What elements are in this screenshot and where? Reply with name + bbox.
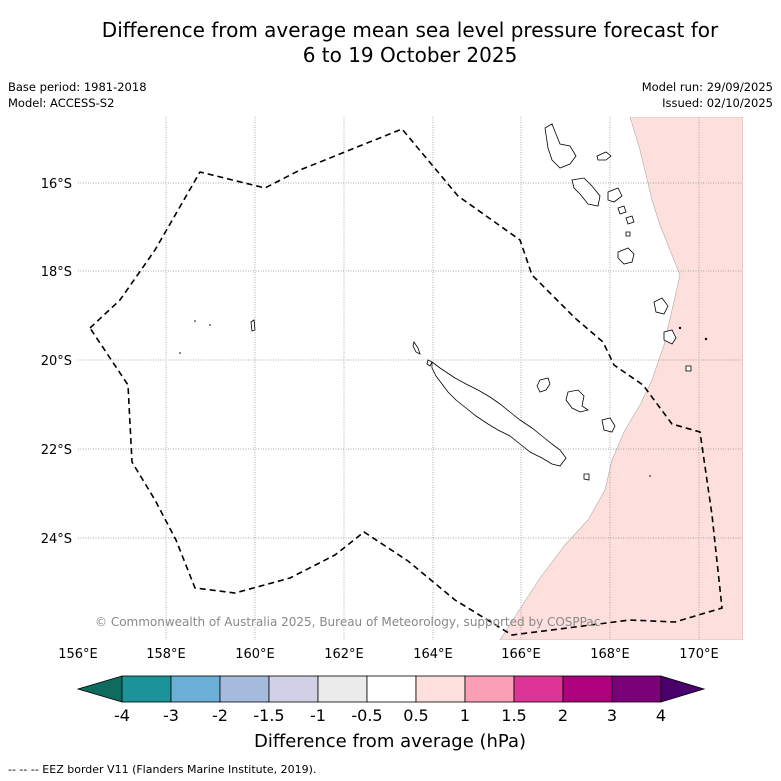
lon-label: 166°E (501, 647, 541, 662)
colorbar-swatch (513, 675, 564, 703)
lat-labels: 16°S 18°S 20°S 22°S 24°S (41, 177, 72, 547)
colorbar-tick-label: 3 (607, 706, 617, 725)
eez-border (88, 128, 723, 636)
isle-of-pines (583, 473, 590, 481)
colorbar-extend-high (660, 675, 706, 703)
lifou-island (565, 389, 589, 413)
malakula-island (571, 177, 601, 207)
issued-date: Issued: 02/10/2025 (662, 96, 773, 110)
title-line-1: Difference from average mean sea level p… (101, 18, 719, 42)
colorbar-swatch (317, 675, 368, 703)
lon-label: 164°E (413, 647, 453, 662)
copyright-notice: © Commonwealth of Australia 2025, Bureau… (95, 615, 600, 629)
title-line-2: 6 to 19 October 2025 (302, 43, 518, 67)
epi-island (617, 205, 627, 215)
chart-title: Difference from average mean sea level p… (60, 18, 760, 68)
colorbar-tick-label: 1 (460, 706, 470, 725)
colorbar-tick-label: -3 (163, 706, 179, 725)
gridlines (78, 117, 743, 640)
colorbar-swatch (170, 675, 221, 703)
islet-dot (678, 326, 682, 330)
colorbar-tick-label: -1 (310, 706, 326, 725)
colorbar-tick-label: 1.5 (501, 706, 526, 725)
lon-labels: 156°E 158°E 160°E 162°E 164°E 166°E 168°… (58, 647, 719, 662)
lon-label: 170°E (679, 647, 719, 662)
colorbar-swatch (121, 675, 172, 703)
ambrym-island (607, 187, 623, 203)
maewo-island (596, 151, 612, 161)
islet-dot (649, 475, 651, 477)
colorbar-tick-label: -0.5 (351, 706, 382, 725)
positive-anomaly-region (499, 117, 743, 640)
lat-label: 20°S (41, 354, 72, 369)
erromango-island (653, 297, 669, 315)
islet-dot (209, 324, 211, 326)
lon-label: 156°E (58, 647, 98, 662)
colorbar-extend-low (76, 675, 123, 703)
colorbar-tick-label: -1.5 (253, 706, 284, 725)
colorbar-swatch (268, 675, 319, 703)
model-name: Model: ACCESS-S2 (8, 96, 115, 110)
colorbar-label: Difference from average (hPa) (254, 731, 526, 752)
meta-left: Base period: 1981-2018 Model: ACCESS-S2 (8, 79, 147, 111)
lon-label: 160°E (235, 647, 275, 662)
islet-dot (704, 337, 708, 341)
shepherd-islands (625, 215, 635, 225)
colorbar-swatch (562, 675, 613, 703)
colorbar-swatch (219, 675, 270, 703)
colorbar-swatch (611, 675, 662, 703)
colorbar-tick-label: -2 (212, 706, 228, 725)
model-run: Model run: 29/09/2025 (641, 80, 773, 94)
belep-islands (412, 341, 421, 355)
colorbar-tick-label: 0.5 (403, 706, 428, 725)
lat-label: 16°S (41, 177, 72, 192)
small-vanuatu-islet (625, 231, 631, 237)
colorbar-swatch (464, 675, 515, 703)
chesterfield-reef (250, 319, 256, 332)
colorbar-tick-label: -4 (114, 706, 130, 725)
tanna-island (663, 329, 677, 345)
colorbar-swatch (415, 675, 466, 703)
lat-label: 18°S (41, 265, 72, 280)
islet-dot (194, 320, 196, 322)
colorbar-tick-label: 4 (656, 706, 666, 725)
espiritu-santo-island (544, 123, 577, 169)
lon-label: 158°E (146, 647, 186, 662)
colorbar (76, 675, 706, 703)
colorbar-swatch (366, 675, 417, 703)
ouvea-island (536, 377, 551, 393)
colorbar-tick-labels: -4 -3 -2 -1.5 -1 -0.5 0.5 1 1.5 2 3 4 (114, 706, 666, 725)
aneityum-island (685, 365, 692, 372)
efate-island (617, 247, 635, 265)
small-islet (426, 359, 433, 367)
lat-label: 22°S (41, 443, 72, 458)
lat-label: 24°S (41, 532, 72, 547)
islet-dot (179, 352, 181, 354)
lon-label: 162°E (324, 647, 364, 662)
meta-right: Model run: 29/09/2025 Issued: 02/10/2025 (642, 79, 773, 111)
colorbar-tick-label: 2 (558, 706, 568, 725)
eez-legend: -- -- -- EEZ border V11 (Flanders Marine… (8, 763, 317, 776)
lon-label: 168°E (590, 647, 630, 662)
base-period: Base period: 1981-2018 (8, 80, 147, 94)
new-caledonia-island (431, 361, 567, 467)
mare-island (601, 417, 616, 433)
